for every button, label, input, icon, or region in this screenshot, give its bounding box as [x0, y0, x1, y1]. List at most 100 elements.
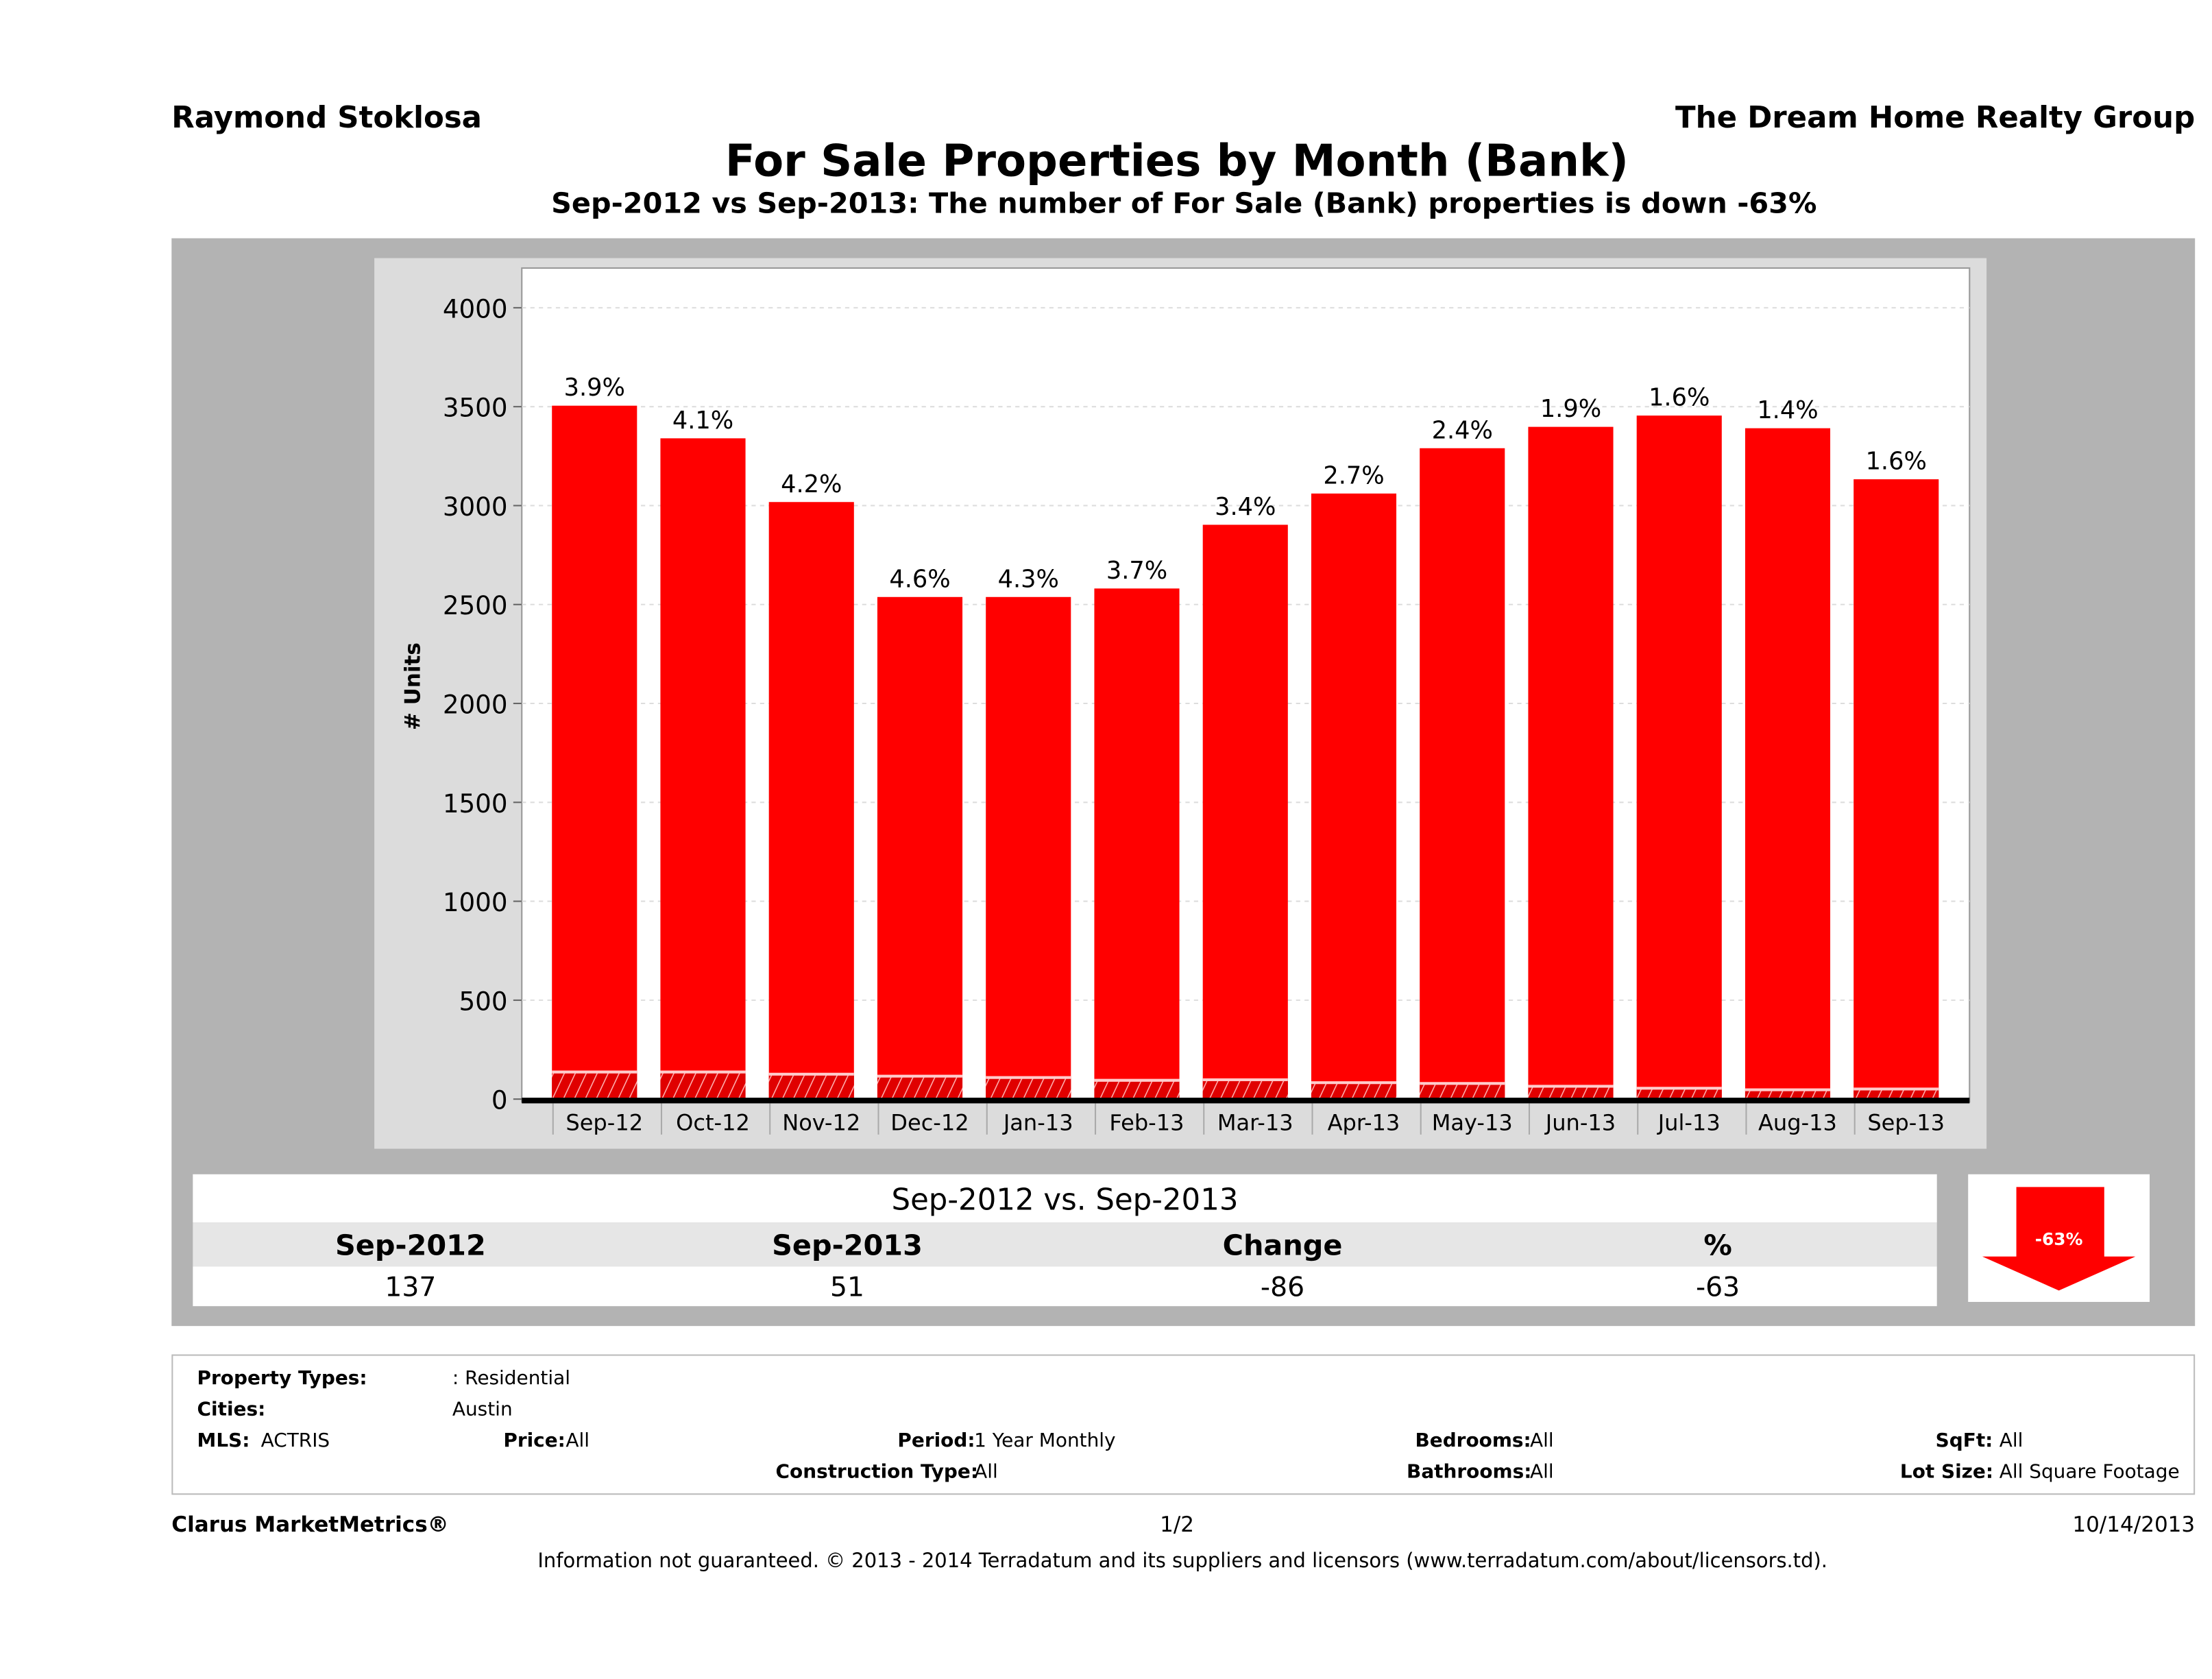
period-label: Period: [897, 1429, 975, 1453]
y-tick-label: 3000 [443, 492, 508, 522]
bar-total [1311, 493, 1397, 1100]
header-change: Change [1222, 1228, 1343, 1263]
mls-label: MLS: [197, 1429, 250, 1453]
bar-total [768, 502, 854, 1100]
y-tick-label: 1500 [443, 788, 508, 819]
header-sep-2013: Sep-2013 [772, 1228, 923, 1263]
bar-bank [768, 1074, 854, 1100]
bar-bank [1202, 1079, 1288, 1100]
cities-label: Cities: [197, 1398, 266, 1421]
bathrooms-label: Bathrooms: [1407, 1460, 1532, 1484]
x-tick-label: Oct-12 [676, 1110, 750, 1136]
bar-total [1528, 426, 1614, 1100]
bedrooms-value: All [1530, 1429, 1554, 1453]
construction-value: All [974, 1460, 998, 1484]
y-tick-label: 4000 [443, 293, 508, 324]
y-tick-label: 3500 [443, 393, 508, 423]
bar-total [986, 596, 1071, 1100]
bar-total [1636, 415, 1722, 1100]
bar-bank [1745, 1089, 1831, 1100]
comparison-title: Sep-2012 vs. Sep-2013 [193, 1174, 1937, 1223]
bar-bank [1528, 1086, 1614, 1100]
sqft-label: SqFt: [1935, 1429, 1993, 1453]
lot-size-label: Lot Size: [1899, 1460, 1994, 1484]
bar-bank [1311, 1083, 1397, 1100]
x-tick-label: Apr-13 [1328, 1110, 1400, 1136]
bar-bank [660, 1072, 746, 1100]
bar-total [1202, 524, 1288, 1100]
data-label: 3.7% [1106, 557, 1167, 585]
bar-bank [552, 1072, 637, 1100]
x-tick-label: Sep-13 [1867, 1110, 1945, 1136]
bar-bank [877, 1076, 963, 1100]
y-axis-label: # Units [400, 642, 425, 730]
agent-name: Raymond Stoklosa [171, 100, 483, 135]
value-sep-2012: 137 [385, 1272, 437, 1304]
page-number: 1/2 [1160, 1512, 1195, 1538]
bar-bank [1420, 1083, 1505, 1100]
bar-total [1094, 588, 1180, 1100]
bar-chart: 0 500 1000 1500 2000 2500 3000 3500 4000 3.9% Sep-… [400, 267, 1971, 1136]
y-tick-label: 2500 [443, 590, 508, 620]
bathrooms-value: All [1530, 1460, 1554, 1484]
data-label: 4.1% [672, 407, 733, 435]
data-label: 4.6% [889, 565, 950, 593]
chart-subtitle: Sep-2012 vs Sep-2013: The number of For … [551, 185, 1817, 220]
comparison-header-row: Sep-2012 Sep-2013 Change % [193, 1222, 1937, 1267]
bar-bank [1094, 1080, 1180, 1100]
y-tick-label: 2000 [443, 690, 508, 720]
sqft-value: All [1999, 1429, 2023, 1453]
data-label: 1.9% [1540, 395, 1601, 423]
data-label: 1.6% [1649, 384, 1710, 412]
bar-total [552, 405, 637, 1100]
property-types-value: : Residential [452, 1367, 570, 1390]
x-tick-label: Jan-13 [1002, 1110, 1073, 1136]
data-label: 1.4% [1757, 396, 1818, 424]
mls-value: ACTRIS [260, 1429, 330, 1453]
bar-bank [1636, 1088, 1722, 1100]
bar-total [1745, 428, 1831, 1100]
header-percent: % [1703, 1228, 1732, 1263]
x-tick-label: Nov-12 [782, 1110, 860, 1136]
bar-bank [1854, 1089, 1939, 1100]
chart-title: For Sale Properties by Month (Bank) [725, 136, 1629, 188]
price-label: Price: [503, 1429, 566, 1453]
header-sep-2012: Sep-2012 [335, 1228, 486, 1263]
bar-total [1420, 448, 1505, 1100]
construction-label: Construction Type: [775, 1460, 979, 1484]
price-value: All [566, 1429, 590, 1453]
change-badge-text: -63% [2035, 1229, 2083, 1249]
data-label: 1.6% [1866, 448, 1927, 476]
x-tick-label: Dec-12 [890, 1110, 969, 1136]
period-value: 1 Year Monthly [974, 1429, 1116, 1453]
data-label: 4.3% [998, 565, 1059, 593]
lot-size-value: All Square Footage [1999, 1460, 2180, 1484]
value-percent: -63 [1695, 1272, 1740, 1304]
data-label: 2.7% [1323, 461, 1384, 490]
x-tick-label: Jun-13 [1544, 1110, 1616, 1136]
down-arrow-icon: -63% [1982, 1187, 2136, 1291]
x-tick-label: Feb-13 [1109, 1110, 1184, 1136]
y-tick-label: 1000 [443, 887, 508, 917]
bar-total [660, 438, 746, 1100]
x-tick-label: May-13 [1432, 1110, 1513, 1136]
value-sep-2013: 51 [829, 1272, 865, 1304]
cities-value: Austin [452, 1398, 513, 1421]
value-change: -86 [1260, 1272, 1305, 1304]
filter-summary: Property Types: : Residential Cities: Au… [171, 1354, 2196, 1495]
x-tick-label: Mar-13 [1217, 1110, 1293, 1136]
comparison-value-row: 137 51 -86 -63 [193, 1266, 1937, 1307]
bedrooms-label: Bedrooms: [1415, 1429, 1531, 1453]
company-name: The Dream Home Realty Group [1675, 100, 2196, 135]
footer-brand: Clarus MarketMetrics® [171, 1512, 449, 1538]
property-types-label: Property Types: [197, 1367, 367, 1390]
data-label: 2.4% [1432, 416, 1493, 444]
y-tick-label: 500 [459, 986, 508, 1016]
bar-total [877, 596, 963, 1100]
disclaimer: Information not guaranteed. © 2013 - 201… [537, 1549, 1828, 1573]
x-tick-label: Sep-12 [566, 1110, 643, 1136]
x-tick-label: Jul-13 [1657, 1110, 1721, 1136]
data-label: 3.9% [564, 374, 625, 402]
bar-bank [986, 1077, 1071, 1100]
